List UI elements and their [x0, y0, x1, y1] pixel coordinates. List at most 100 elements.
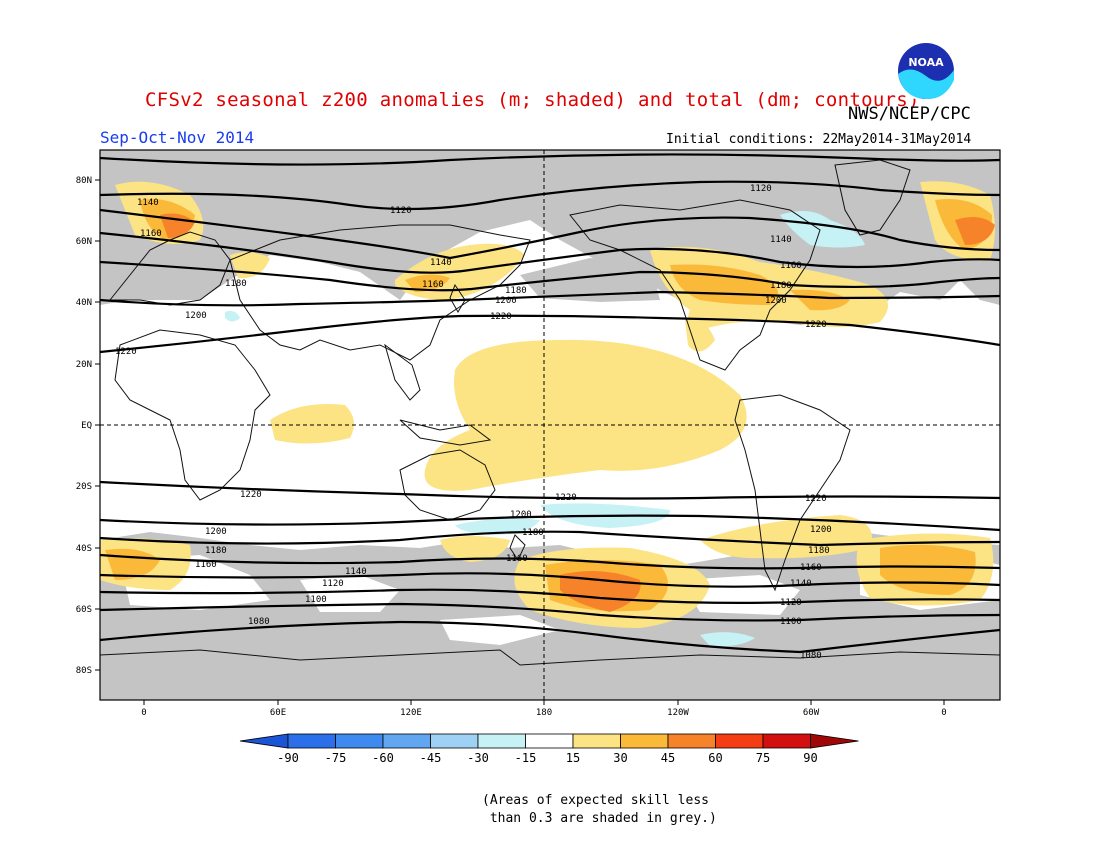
contour-1180-north: [100, 260, 1000, 292]
contour-label: 1140: [430, 258, 452, 268]
lat-label: 60N: [76, 237, 92, 247]
contour-label: 1180: [808, 546, 830, 556]
atlantic-small-negative: [225, 310, 240, 322]
asia-outline: [229, 224, 531, 361]
colorbar-tick-label: -30: [467, 751, 489, 765]
lon-label: 0: [141, 708, 146, 718]
colorbar-tick-label: 60: [708, 751, 722, 765]
colorbar-segment: [477, 733, 526, 749]
skill-note-line1: (Areas of expected skill less: [482, 793, 709, 808]
contour-label: 1120: [390, 206, 412, 216]
contour-label: 1200: [495, 296, 517, 306]
lat-label: 40N: [76, 298, 92, 308]
lat-label: 20N: [76, 360, 92, 370]
contour-1200-south: [100, 514, 1000, 532]
contour-label: 1220: [805, 320, 827, 330]
contour-1200-north: [100, 290, 1000, 307]
organization-label: NWS/NCEP/CPC: [848, 104, 971, 124]
noaa-logo-icon: NOAA: [896, 41, 956, 101]
contour-label: 1220: [115, 347, 137, 357]
grey-antarctic-patch: [560, 655, 780, 685]
contour-1160-south: [100, 553, 1000, 570]
colorbar-segment: [620, 733, 669, 749]
contour-label: 1180: [225, 279, 247, 289]
contour-label: 1220: [490, 312, 512, 322]
contour-label: 1080: [800, 651, 822, 661]
contour-label: 1160: [506, 554, 528, 564]
lat-label: 60S: [76, 605, 92, 615]
contour-label: 1160: [195, 560, 217, 570]
colorbar-segment: [572, 733, 621, 749]
indonesia-outline: [399, 419, 492, 446]
contour-label: 1180: [505, 286, 527, 296]
contour-label-group: 1120 1120 1140 1140 1140 1160 1160 1160 …: [115, 184, 832, 661]
contour-label: 1080: [248, 617, 270, 627]
contour-label: 1160: [800, 563, 822, 573]
atlantic-anomaly-core: [790, 289, 850, 311]
tropical-pacific-anomaly: [424, 339, 747, 491]
japan-outline: [449, 283, 466, 313]
west-coast-anomaly: [685, 319, 715, 352]
contour-label: 1120: [750, 184, 772, 194]
lon-label: 0: [941, 708, 946, 718]
contour-label: 1100: [305, 595, 327, 605]
colorbar-tick-label: -45: [420, 751, 442, 765]
lon-label: 120W: [667, 708, 689, 718]
contour-label: 1160: [422, 280, 444, 290]
colorbar-segment: [382, 733, 431, 749]
contour-1100-south: [100, 602, 1000, 622]
lon-label: 60E: [270, 708, 286, 718]
contour-1220-north: [100, 314, 1000, 354]
contour-1120-south: [100, 588, 1000, 604]
colorbar-arrow-right: [810, 733, 859, 749]
arctic-canada-negative: [780, 211, 865, 248]
contour-1080-north: [100, 153, 1000, 166]
contour-label: 1120: [780, 598, 802, 608]
longitude-axis: 0 60E 120E 180 120W 60W 0: [141, 700, 947, 718]
indian-ocean-anomaly: [270, 404, 354, 444]
season-label: Sep-Oct-Nov 2014: [100, 128, 255, 147]
south-america-outline: [734, 394, 851, 592]
contour-label: 1160: [780, 261, 802, 271]
africa-outline: [114, 329, 271, 501]
contour-label: 1200: [185, 311, 207, 321]
skill-note-line2: than 0.3 are shaded in grey.): [482, 811, 717, 826]
lat-label: 40S: [76, 544, 92, 554]
contour-label: 1200: [205, 527, 227, 537]
skill-note: (Areas of expected skill less than 0.3 a…: [482, 792, 717, 828]
antarctica-outline: [100, 649, 1000, 666]
colorbar-segment: [287, 733, 336, 749]
contour-label: 1200: [810, 525, 832, 535]
colorbar-tick-label: 15: [566, 751, 580, 765]
lat-label: 80S: [76, 666, 92, 676]
contour-1080-south: [100, 620, 1000, 654]
contour-1180-south: [100, 530, 1000, 547]
colorbar-tick-label: 75: [756, 751, 770, 765]
colorbar-tick-label: 90: [803, 751, 817, 765]
greenland-anomaly-max: [955, 216, 995, 245]
contour-1140-south: [100, 572, 1000, 588]
colorbar-tick-label: 30: [613, 751, 627, 765]
colorbar-tick-label: 45: [661, 751, 675, 765]
contour-label: 1160: [140, 229, 162, 239]
colorbar-segment: [335, 733, 384, 749]
colorbar-segment: [525, 733, 574, 749]
contour-label: 1200: [765, 296, 787, 306]
contour-label: 1220: [555, 493, 577, 503]
lat-label: 20S: [76, 482, 92, 492]
contour-label: 1180: [522, 528, 544, 538]
contour-1220-south: [100, 480, 1000, 500]
contour-label: 1180: [205, 546, 227, 556]
colorbar-arrow-left: [239, 733, 289, 749]
lon-label: 60W: [803, 708, 820, 718]
grey-se-asia: [520, 258, 660, 302]
lat-label: 80N: [76, 176, 92, 186]
lat-label: EQ: [81, 421, 92, 431]
north-america-outline: [569, 199, 821, 371]
contour-label: 1100: [780, 617, 802, 627]
colorbar-segment: [667, 733, 716, 749]
contour-label: 1220: [240, 490, 262, 500]
contour-label: 1180: [770, 281, 792, 291]
lon-label: 120E: [400, 708, 422, 718]
sw-pacific-anomaly: [440, 536, 510, 562]
